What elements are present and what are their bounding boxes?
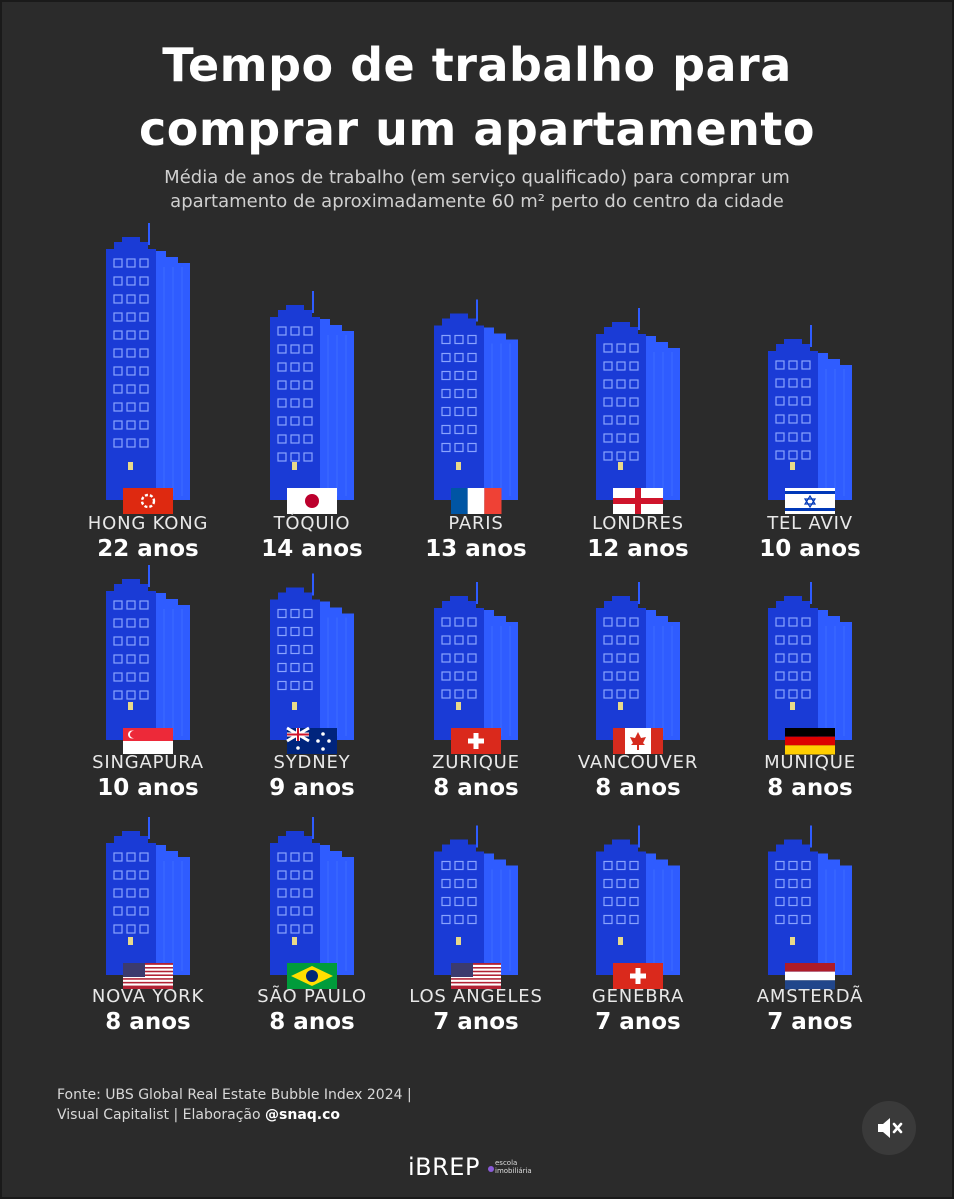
logo-dot	[488, 1166, 494, 1172]
flag-usa-icon	[123, 963, 173, 989]
city-name-label: SÃO PAULO	[257, 986, 367, 1007]
building-bar	[596, 308, 680, 514]
city-name-label: VANCOUVER	[577, 752, 699, 773]
building-bar	[768, 825, 852, 990]
volume-mute-icon	[878, 1118, 903, 1138]
building-bar	[768, 325, 852, 514]
building-bar	[270, 573, 354, 754]
flag-canada-icon	[613, 728, 663, 754]
city-name-label: LONDRES	[592, 513, 684, 534]
flag-usa-icon	[451, 963, 501, 989]
city-name-label: GENEBRA	[591, 986, 685, 1007]
title-line-2: comprar um apartamento	[138, 102, 816, 156]
building-bar	[768, 582, 852, 755]
source-line-2: Visual Capitalist | Elaboração @snaq.co	[57, 1105, 340, 1125]
building-bar	[434, 582, 518, 754]
subtitle-line-2: apartamento de aproximadamente 60 m² per…	[170, 191, 784, 212]
city-name-label: SYDNEY	[273, 752, 351, 773]
flag-netherlands-icon	[785, 963, 835, 990]
city-years-label: 13 anos	[425, 536, 527, 562]
city-years-label: 7 anos	[767, 1009, 853, 1035]
city-name-label: TEL AVIV	[767, 513, 853, 534]
city-name-label: HONG KONG	[87, 513, 209, 534]
flag-brazil-icon	[287, 963, 337, 989]
city-name-label: MUNIQUE	[764, 752, 856, 773]
flag-singapore-icon	[123, 728, 173, 754]
source-handle: @snaq.co	[265, 1107, 341, 1123]
city-years-label: 8 anos	[767, 775, 853, 801]
city-years-label: 8 anos	[433, 775, 519, 801]
city-name-label: NOVA YORK	[91, 986, 205, 1007]
city-years-label: 8 anos	[105, 1009, 191, 1035]
city-years-label: 9 anos	[269, 775, 355, 801]
city-years-label: 10 anos	[759, 536, 861, 562]
flag-switzerland-icon	[451, 728, 501, 754]
city-name-label: SINGAPURA	[92, 752, 204, 773]
flag-japan-icon	[287, 488, 337, 514]
city-name-label: TÓQUIO	[273, 513, 351, 534]
building-bar	[434, 299, 518, 514]
building-bar	[270, 291, 354, 514]
flag-germany-icon	[785, 728, 835, 755]
city-years-label: 7 anos	[433, 1009, 519, 1035]
flag-switzerland-icon	[613, 963, 663, 989]
city-name-label: ZURIQUE	[432, 752, 520, 773]
title-line-1: Tempo de trabalho para	[162, 38, 792, 92]
flag-england-icon	[613, 488, 663, 514]
building-bar	[270, 817, 354, 989]
ibrep-logo: iBREP	[408, 1153, 480, 1181]
logo-sub-2: imobiliária	[495, 1167, 532, 1175]
city-name-label: PARIS	[448, 513, 504, 534]
subtitle-line-1: Média de anos de trabalho (em serviço qu…	[164, 167, 790, 188]
city-years-label: 14 anos	[261, 536, 363, 562]
city-name-label: AMSTERDÃ	[756, 986, 864, 1007]
building-bar	[596, 825, 680, 989]
flag-australia-icon	[286, 726, 337, 754]
logo-sub-1: escola	[495, 1159, 518, 1167]
city-years-label: 8 anos	[595, 775, 681, 801]
city-name-label: LOS ANGELES	[409, 986, 543, 1007]
flag-hong-kong-icon	[123, 488, 173, 514]
city-years-label: 7 anos	[595, 1009, 681, 1035]
building-bar	[106, 817, 190, 989]
city-years-label: 12 anos	[587, 536, 689, 562]
logo-subtitle: escola imobiliária	[495, 1159, 532, 1175]
source-credit: Visual Capitalist | Elaboração	[57, 1107, 266, 1123]
city-years-label: 22 anos	[97, 536, 199, 562]
volume-mute-button[interactable]	[862, 1101, 916, 1155]
city-years-label: 8 anos	[269, 1009, 355, 1035]
city-years-label: 10 anos	[97, 775, 199, 801]
flag-france-icon	[451, 488, 502, 514]
source-line-1: Fonte: UBS Global Real Estate Bubble Ind…	[57, 1087, 412, 1103]
building-bar	[106, 223, 190, 514]
flag-israel-icon	[785, 488, 835, 514]
building-bar	[596, 582, 680, 754]
building-bar	[106, 565, 190, 754]
building-bar	[434, 825, 518, 989]
